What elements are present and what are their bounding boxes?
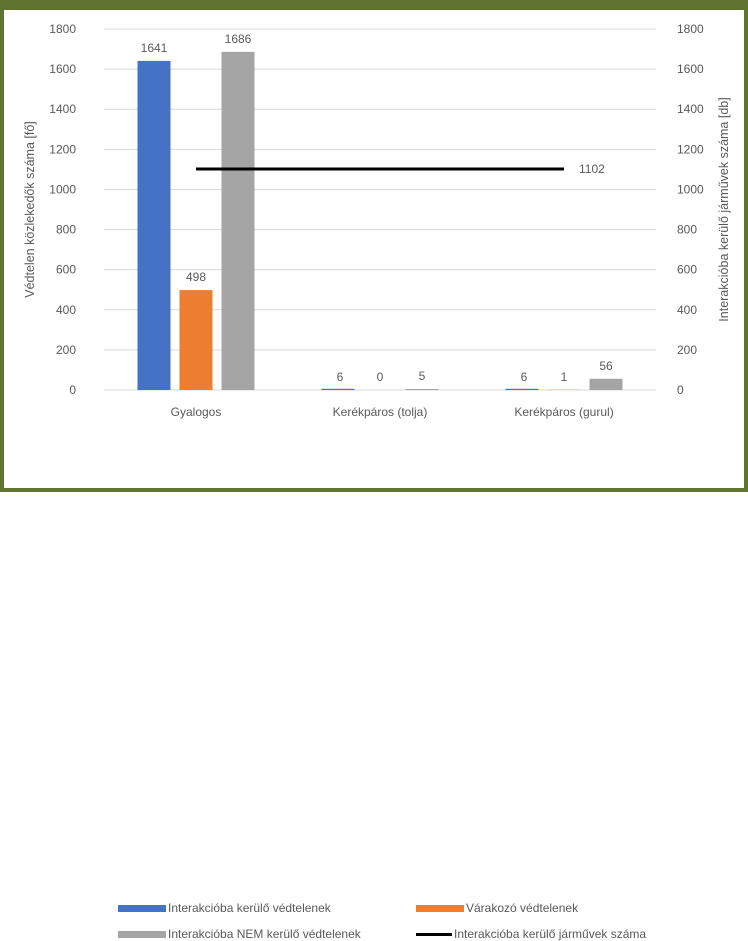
- bar: [506, 389, 539, 390]
- bar: [222, 52, 255, 390]
- legend-swatch-gray: [118, 931, 166, 938]
- legend-item-not-interacting: Interakcióba NEM kerülő védtelenek: [118, 927, 361, 941]
- y-tick-label: 1400: [49, 102, 76, 116]
- bar: [322, 389, 355, 390]
- y-tick-label: 800: [56, 223, 76, 237]
- y2-axis-title: Interakcióba kerülő járművek száma [db]: [717, 97, 731, 321]
- data-label: 1686: [225, 32, 252, 46]
- legend-label-not-interacting: Interakcióba NEM kerülő védtelenek: [168, 927, 361, 941]
- legend-label-waiting: Várakozó védtelenek: [466, 901, 578, 915]
- legend-label-interacting: Interakcióba kerülő védtelenek: [168, 901, 331, 915]
- data-label: 6: [337, 370, 344, 384]
- y2-tick-label: 600: [677, 263, 697, 277]
- bar: [138, 61, 171, 390]
- x-tick-label: Kerékpáros (tolja): [333, 405, 428, 419]
- y-tick-label: 0: [69, 383, 76, 397]
- chart-frame: 0 0 200 200 400 400 600 600 800 800 1000 1000 1200 12…: [0, 0, 748, 492]
- y2-tick-label: 1800: [677, 22, 704, 36]
- y2-tick-label: 200: [677, 343, 697, 357]
- chart: 0 0 200 200 400 400 600 600 800 800 1000 1000 1200 12…: [4, 10, 744, 488]
- y2-tick-label: 1200: [677, 142, 704, 156]
- y2-tick-label: 1000: [677, 182, 704, 196]
- y-tick-label: 1600: [49, 62, 76, 76]
- legend-item-waiting: Várakozó védtelenek: [416, 901, 578, 915]
- bar: [406, 389, 439, 390]
- bar: [590, 379, 623, 390]
- data-label: 56: [599, 359, 613, 373]
- y-tick-label: 200: [56, 343, 76, 357]
- data-label: 1641: [141, 41, 168, 55]
- y-axis-title: Védtelen közlekedők száma [fő]: [23, 121, 37, 298]
- y-tick-label: 400: [56, 303, 76, 317]
- bar: [180, 290, 213, 390]
- y-tick-label: 1800: [49, 22, 76, 36]
- data-label: 5: [419, 369, 426, 383]
- y-tick-label: 600: [56, 263, 76, 277]
- x-tick-label: Kerékpáros (gurul): [514, 405, 613, 419]
- legend-swatch-line: [416, 933, 452, 936]
- legend-label-vehicles: Interakcióba kerülő járművek száma: [454, 927, 646, 941]
- y-tick-label: 1000: [49, 182, 76, 196]
- data-label: 498: [186, 270, 206, 284]
- y2-tick-label: 1400: [677, 102, 704, 116]
- data-label: 1: [561, 370, 568, 384]
- x-tick-label: Gyalogos: [171, 405, 222, 419]
- data-label: 0: [377, 370, 384, 384]
- y-tick-label: 1200: [49, 142, 76, 156]
- legend-swatch-orange: [416, 905, 464, 912]
- y2-tick-label: 0: [677, 383, 684, 397]
- legend-item-vehicles: Interakcióba kerülő járművek száma: [416, 927, 646, 941]
- legend-swatch-blue: [118, 905, 166, 912]
- y2-tick-label: 1600: [677, 62, 704, 76]
- y2-tick-label: 800: [677, 223, 697, 237]
- data-label: 6: [521, 370, 528, 384]
- y2-tick-label: 400: [677, 303, 697, 317]
- legend-item-interacting: Interakcióba kerülő védtelenek: [118, 901, 331, 915]
- line-data-label: 1102: [579, 162, 605, 176]
